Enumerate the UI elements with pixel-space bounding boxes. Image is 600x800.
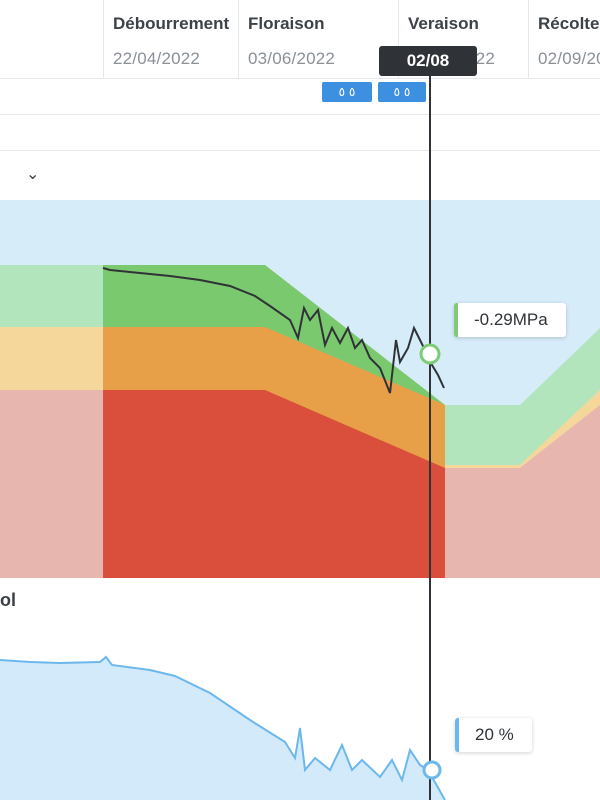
panel-header <box>0 114 600 151</box>
phase-name: Veraison <box>408 14 479 33</box>
soil-moisture-label: ol <box>0 590 16 610</box>
phase-header: Débourrement 22/04/2022 Floraison 03/06/… <box>0 0 600 79</box>
date-cursor-line[interactable] <box>429 50 431 800</box>
chevron-down-icon[interactable]: ⌄ <box>26 164 40 183</box>
date-cursor-label[interactable]: 02/08 <box>379 46 477 76</box>
irrigation-marker[interactable]: ٥ ٥ <box>322 82 372 102</box>
soil-moisture-readout: 20 % <box>455 718 532 752</box>
phase-date: 22/04/2022 <box>113 49 201 68</box>
phase-date: 03/06/2022 <box>248 49 336 68</box>
water-potential-point[interactable] <box>418 342 442 366</box>
phase-column-flowering[interactable]: Floraison 03/06/2022 <box>238 0 398 78</box>
phase-date: 02/09/2022 <box>538 49 600 68</box>
soil-moisture-point[interactable] <box>420 758 444 782</box>
soil-moisture-series <box>0 655 446 800</box>
water-potential-readout: -0.29MPa <box>454 303 566 337</box>
water-potential-series <box>102 267 445 394</box>
phase-column-empty <box>0 0 103 78</box>
severe-zone <box>103 390 445 578</box>
soil-moisture-area <box>0 657 445 800</box>
water-potential-chart <box>0 200 600 578</box>
phase-name: Débourrement <box>113 14 230 33</box>
phase-column-harvest[interactable]: Récolte 02/09/2022 <box>528 0 600 78</box>
phase-name: Récolte <box>538 14 600 33</box>
irrigation-marker[interactable]: ٥ ٥ <box>378 82 426 102</box>
phase-name: Floraison <box>248 14 325 33</box>
phase-column-budbreak[interactable]: Débourrement 22/04/2022 <box>103 0 238 78</box>
soil-moisture-chart <box>0 655 446 800</box>
irrigation-strip: ٥ ٥ ٥ ٥ <box>0 78 600 115</box>
